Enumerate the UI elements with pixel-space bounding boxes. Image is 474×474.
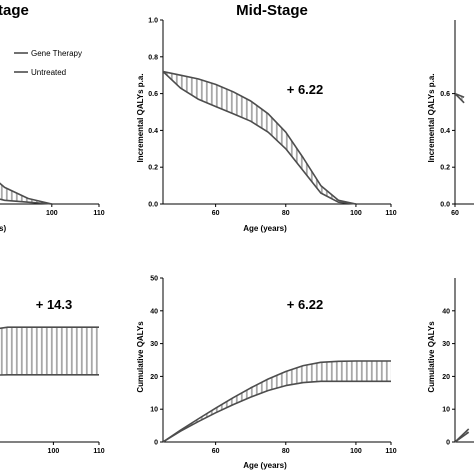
panel-bottom-center: 60 80 100 110 0 10 20 30 40 50: [150, 276, 397, 456]
y-tick-label: 10: [442, 407, 450, 414]
y-tick-label: 30: [150, 341, 158, 348]
x-tick-label: 110: [93, 448, 104, 455]
annotation-bottom-center: + 6.22: [287, 297, 324, 312]
y-axis-label-bottom-center: Cumulative QALYs: [136, 321, 145, 393]
y-tick-label: 40: [442, 308, 450, 315]
annotation-bottom-left: + 14.3: [36, 297, 73, 312]
left-panel-title: tage: [0, 2, 29, 19]
difference-band: [163, 361, 391, 442]
x-tick-label: 100: [48, 448, 60, 455]
series-line-gene-therapy: [163, 360, 391, 443]
x-tick-label: 110: [385, 448, 396, 455]
y-tick-label: 0: [154, 440, 158, 447]
y-axis-label-top-right: Incremental QALYs p.a.: [427, 73, 436, 162]
y-axis-label-top-center: Incremental QALYs p.a.: [136, 73, 145, 162]
series-line-untreated: [0, 198, 52, 205]
x-tick-label: 80: [282, 210, 290, 217]
x-tick-label: 80: [282, 448, 290, 455]
panel-bottom-right: 0 10 20 30 40: [442, 278, 474, 447]
legend: Gene Therapy Untreated: [14, 49, 82, 77]
y-tick-label: 20: [442, 374, 450, 381]
series-line-untreated: [455, 93, 465, 104]
y-tick-label: 0.6: [148, 91, 158, 98]
y-tick-label: 0.4: [148, 128, 158, 135]
y-tick-label: 40: [150, 308, 158, 315]
x-tick-label: 60: [451, 210, 459, 217]
y-tick-label: 0.2: [148, 165, 158, 172]
series-line-gene-therapy: [0, 326, 99, 330]
panel-top-center: 60 80 100 110 0.0 0.2 0.4 0.6 0.8 1.0: [148, 18, 396, 218]
center-panel-title: Mid-Stage: [236, 2, 308, 19]
x-tick-label: 100: [350, 210, 362, 217]
y-tick-label: 10: [150, 407, 158, 414]
y-tick-label: 50: [150, 276, 158, 283]
difference-band: [0, 183, 52, 204]
y-tick-label: 0.6: [440, 91, 450, 98]
x-tick-label: 100: [46, 210, 58, 217]
annotation-top-center: + 6.22: [287, 82, 324, 97]
series-line-untreated: [163, 380, 391, 443]
x-axis-label-top-left: s): [0, 224, 6, 233]
legend-label-untreated: Untreated: [31, 68, 66, 77]
y-tick-label: 0.2: [440, 165, 450, 172]
series-line-untreated: [0, 373, 99, 376]
y-tick-label: 0: [446, 440, 450, 447]
y-tick-label: 30: [442, 341, 450, 348]
series-line-gene-therapy: [0, 182, 52, 205]
y-tick-label: 0.4: [440, 128, 450, 135]
y-tick-label: 0.0: [440, 202, 450, 209]
y-tick-label: 20: [150, 374, 158, 381]
x-tick-label: 60: [212, 448, 220, 455]
x-tick-label: 60: [212, 210, 220, 217]
series-line-untreated: [163, 70, 356, 205]
x-axis-label-bottom-center: Age (years): [243, 461, 287, 470]
legend-label-gene-therapy: Gene Therapy: [31, 49, 82, 58]
x-axis-label-top-center: Age (years): [243, 224, 287, 233]
y-tick-label: 0.8: [148, 54, 158, 61]
y-tick-label: 1.0: [148, 18, 158, 25]
x-tick-label: 100: [350, 448, 362, 455]
y-axis-label-bottom-right: Cumulative QALYs: [427, 321, 436, 393]
series-line-untreated: [455, 431, 470, 443]
x-tick-label: 110: [385, 210, 396, 217]
difference-band: [0, 327, 99, 376]
y-tick-label: 0.0: [148, 202, 158, 209]
x-tick-label: 110: [93, 210, 104, 217]
series-line-gene-therapy: [163, 70, 357, 205]
panel-top-right: 600.0 0.2 0.4 0.6: [440, 20, 474, 217]
difference-band: [163, 71, 356, 204]
